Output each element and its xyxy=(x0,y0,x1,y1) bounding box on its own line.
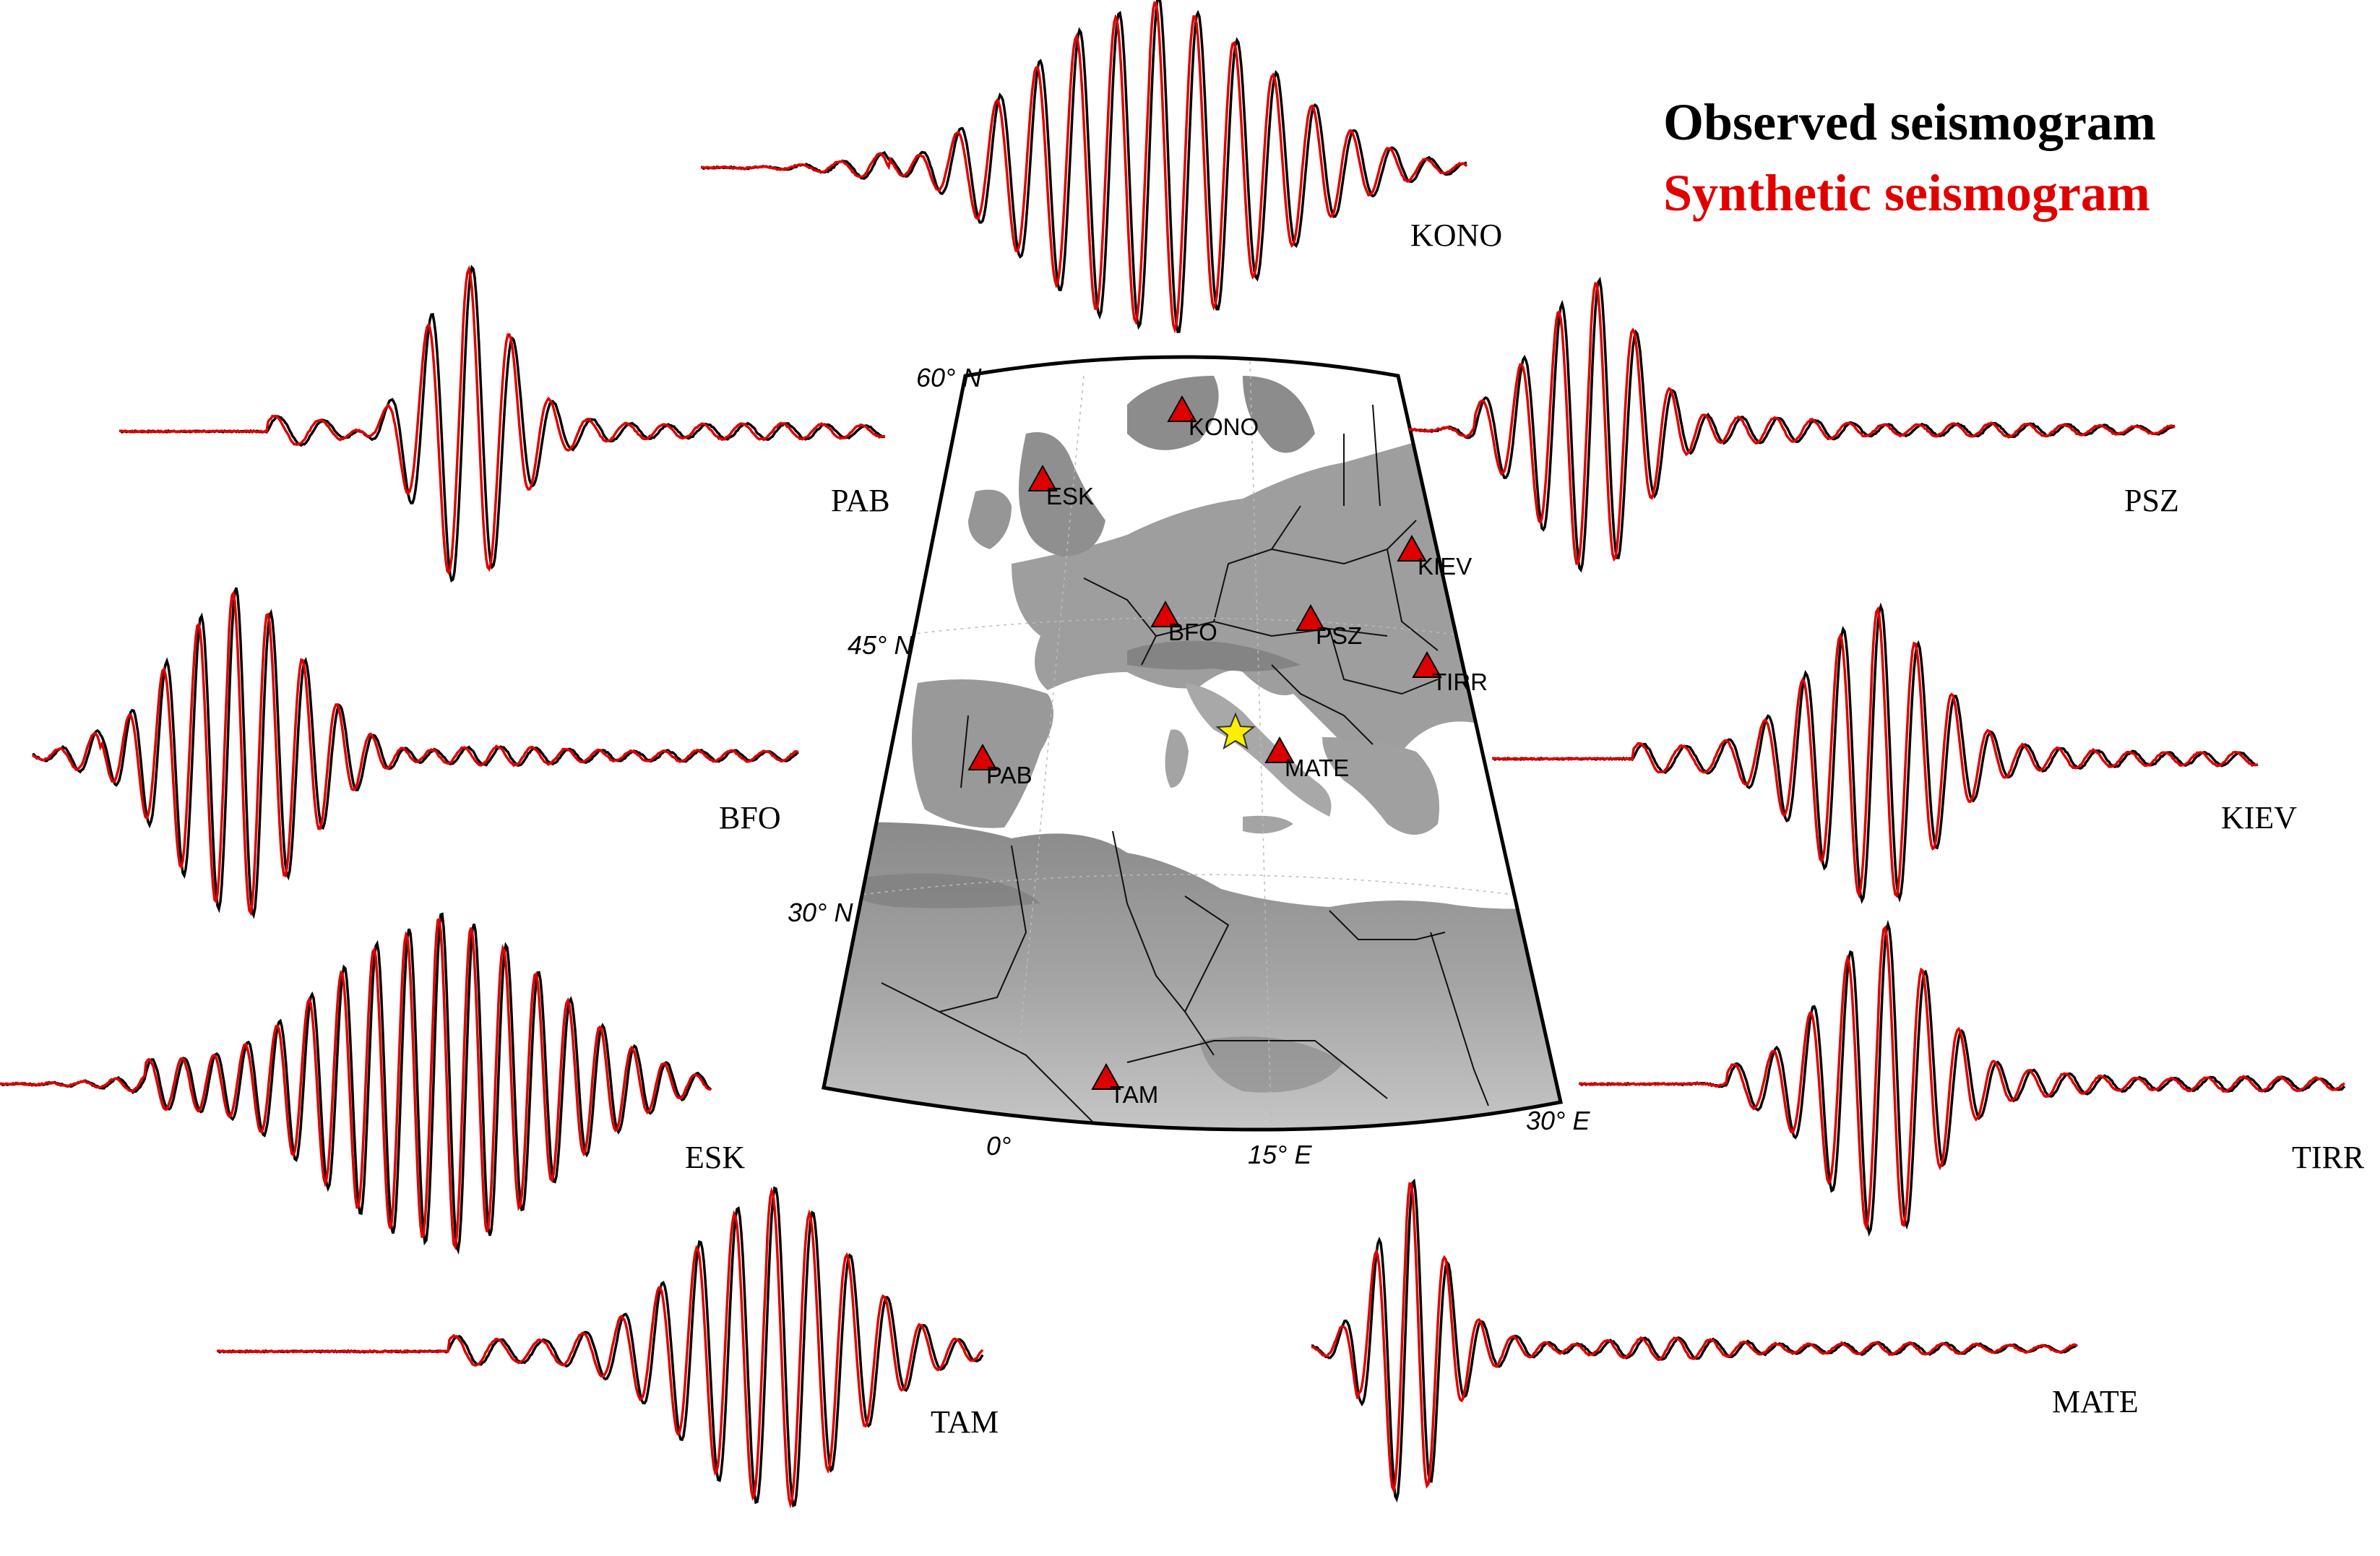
trace-psz xyxy=(1408,276,2176,573)
trace-tam xyxy=(216,1186,984,1509)
legend-observed: Observed seismogram xyxy=(1663,93,2156,151)
synthetic-trace-esk xyxy=(0,917,712,1251)
trace-mate xyxy=(1311,1178,2078,1503)
map-station-label-kono: KONO xyxy=(1189,413,1259,440)
lat-label-30: 30° N xyxy=(788,898,853,927)
map-station-label-mate: MATE xyxy=(1285,755,1349,781)
observed-trace-bfo xyxy=(32,587,800,919)
synthetic-trace-kono xyxy=(700,1,1468,334)
trace-esk xyxy=(0,912,712,1255)
seismogram-traces xyxy=(0,0,2346,1509)
trace-label-tirr: TIRR xyxy=(2292,1140,2365,1175)
observed-trace-tam xyxy=(217,1186,984,1508)
station-marker-pab xyxy=(967,743,998,770)
observed-trace-mate xyxy=(1311,1178,2078,1503)
sicily-landmass xyxy=(1243,815,1293,834)
trace-label-mate: MATE xyxy=(2052,1384,2139,1419)
lat-label-45: 45° N xyxy=(848,630,913,660)
station-marker-kono xyxy=(1167,395,1197,422)
map: 60° N 45° N 30° N 0° 15° E 30° E KONO ESK… xyxy=(788,355,1590,1169)
legend-synthetic: Synthetic seismogram xyxy=(1663,164,2150,222)
trace-kiev xyxy=(1491,602,2259,905)
station-marker-bfo xyxy=(1150,600,1181,627)
trace-tirr xyxy=(1578,919,2346,1237)
trace-label-psz: PSZ xyxy=(2124,483,2179,518)
trace-label-kono: KONO xyxy=(1410,218,1503,253)
map-station-label-tirr: TIRR xyxy=(1432,669,1488,695)
lon-label-0: 0° xyxy=(986,1131,1011,1161)
hoggar-shading xyxy=(1199,1036,1344,1093)
map-station-label-psz: PSZ xyxy=(1316,622,1362,649)
station-marker-tam xyxy=(1091,1062,1121,1090)
britain-landmass xyxy=(1019,432,1105,556)
map-station-label-pab: PAB xyxy=(986,762,1032,788)
synthetic-trace-psz xyxy=(1408,282,2176,565)
station-marker-kiev xyxy=(1397,534,1427,562)
trace-label-tam: TAM xyxy=(931,1404,999,1440)
lat-label-60: 60° N xyxy=(916,363,982,392)
synthetic-trace-pab xyxy=(118,265,886,575)
map-terrain xyxy=(824,357,1561,1130)
graticule xyxy=(848,361,1525,1130)
map-station-label-esk: ESK xyxy=(1046,483,1094,510)
map-frame xyxy=(822,355,1564,1132)
epicenter-star-icon xyxy=(1215,712,1256,750)
station-marker-esk xyxy=(1027,464,1058,491)
observed-trace-tirr xyxy=(1579,919,2346,1237)
synthetic-trace-tam xyxy=(216,1187,984,1509)
observed-trace-esk xyxy=(0,912,712,1255)
synthetic-trace-bfo xyxy=(32,590,799,916)
observed-trace-kono xyxy=(701,0,1467,333)
synthetic-trace-mate xyxy=(1311,1182,2078,1495)
lon-label-30e: 30° E xyxy=(1526,1106,1590,1135)
map-stations: KONO ESK KIEV BFO PSZ TIRR PAB MATE TAM xyxy=(967,395,1488,1108)
scandinavia-landmass xyxy=(1127,376,1315,453)
trace-kono xyxy=(700,0,1468,334)
ireland-landmass xyxy=(968,489,1012,549)
station-marker-tirr xyxy=(1412,650,1442,678)
map-station-label-tam: TAM xyxy=(1110,1081,1158,1108)
synthetic-trace-tirr xyxy=(1578,925,2345,1231)
trace-label-kiev: KIEV xyxy=(2221,800,2298,835)
observed-trace-kiev xyxy=(1492,602,2259,905)
trace-bfo xyxy=(32,587,800,919)
atlas-shading xyxy=(838,873,1040,908)
trace-pab xyxy=(118,265,886,583)
map-station-label-bfo: BFO xyxy=(1168,619,1217,645)
alps-shading xyxy=(1127,640,1301,671)
observed-trace-pab xyxy=(119,265,886,583)
station-marker-mate xyxy=(1264,736,1295,763)
trace-label-bfo: BFO xyxy=(719,800,781,835)
station-marker-psz xyxy=(1295,603,1326,631)
sardinia-landmass xyxy=(1165,729,1189,788)
italy-landmass xyxy=(1185,683,1332,817)
trace-label-esk: ESK xyxy=(685,1140,746,1175)
lon-label-15e: 15° E xyxy=(1248,1140,1312,1169)
balkans-landmass xyxy=(1322,737,1439,835)
synthetic-trace-kiev xyxy=(1491,606,2259,899)
trace-label-pab: PAB xyxy=(831,483,890,518)
map-station-label-kiev: KIEV xyxy=(1418,553,1472,580)
africa-landmass xyxy=(824,822,1561,1130)
